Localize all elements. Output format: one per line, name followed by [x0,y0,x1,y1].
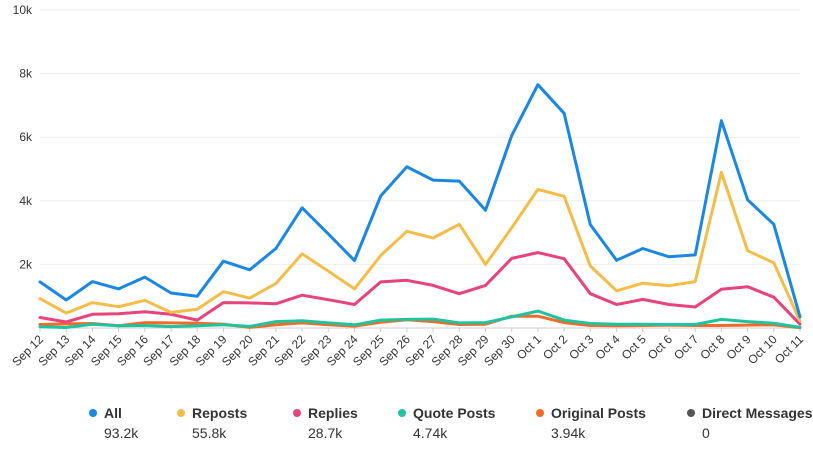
legend-label: Replies [308,405,358,421]
series-line-quote-posts[interactable] [38,309,802,329]
legend-total: 93.2k [104,425,139,441]
x-tick-label: Oct 8 [697,332,727,362]
y-tick-label: 4k [19,194,33,208]
legend-total: 0 [702,425,710,441]
x-tick-label: Oct 4 [592,332,622,362]
legend-dot-icon [687,409,695,417]
legend-dot-icon [536,409,544,417]
legend-item-original-posts[interactable]: Original Posts 3.94k [533,404,684,444]
legend-dot-icon [293,409,301,417]
x-tick-label: Oct 7 [671,332,701,362]
series-line-all[interactable] [38,83,802,319]
legend-item-direct-messages[interactable]: Direct Messages 0 [684,404,813,444]
legend-label: Reposts [192,405,248,421]
x-tick-label: Oct 6 [645,332,675,362]
y-tick-label: 2k [19,257,33,271]
y-tick-label: 8k [19,67,33,81]
legend-label: Original Posts [551,405,646,421]
legend-dot-icon [398,409,406,417]
chart-legend: All 93.2k Reposts 55.8k Replies 28.7k Quote Po… [86,404,813,444]
legend-label: All [104,405,122,421]
grid-lines [40,9,800,329]
legend-dot-icon [177,409,185,417]
legend-label: Quote Posts [413,405,496,421]
x-tick-label: Oct 5 [619,332,649,362]
x-tick-label: Oct 1 [514,332,544,362]
series-line-replies[interactable] [38,251,802,326]
legend-dot-icon [89,409,97,417]
x-tick-label: Oct 10 [745,332,780,367]
x-tick-label: Oct 11 [772,332,806,366]
y-axis-ticks: 2k 4k 6k 8k 10k [13,3,33,271]
legend-total: 55.8k [192,425,227,441]
legend-item-all[interactable]: All 93.2k [86,404,174,444]
legend-item-replies[interactable]: Replies 28.7k [290,404,395,444]
legend-total: 3.94k [551,425,586,441]
y-tick-label: 6k [19,130,33,144]
series-lines [38,83,802,330]
series-line-reposts[interactable] [38,171,802,323]
legend-item-reposts[interactable]: Reposts 55.8k [174,404,290,444]
legend-label: Direct Messages [702,405,813,421]
legend-total: 4.74k [413,425,448,441]
legend-item-quote-posts[interactable]: Quote Posts 4.74k [395,404,533,444]
y-tick-label: 10k [13,3,33,17]
legend-total: 28.7k [308,425,343,441]
x-tick-label: Oct 3 [566,332,596,362]
x-tick-label: Oct 2 [540,332,570,362]
